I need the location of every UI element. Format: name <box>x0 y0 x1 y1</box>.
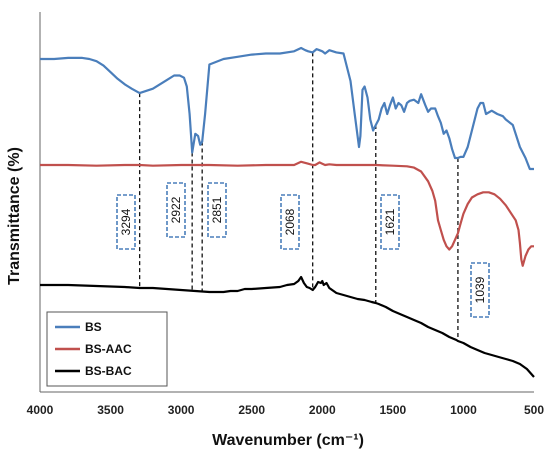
annotation-label: 2922 <box>169 196 183 223</box>
annotation-box <box>207 182 227 238</box>
x-tick-label: 1000 <box>450 403 477 417</box>
annotation-1039: 1039 <box>470 262 490 318</box>
legend-label-bs-aac: BS-AAC <box>85 342 132 356</box>
x-tick-label: 4000 <box>27 403 54 417</box>
annotation-label: 1621 <box>383 208 397 235</box>
annotation-labels: 3294 2922 2851 2068 1621 1039 <box>116 182 490 318</box>
annotation-label: 3294 <box>119 208 133 235</box>
legend: BS BS-AAC BS-BAC <box>46 311 168 387</box>
annotation-2851: 2851 <box>207 182 227 238</box>
annotation-1621: 1621 <box>380 194 400 250</box>
legend-label-bs: BS <box>85 320 102 334</box>
annotation-box <box>116 194 136 250</box>
annotation-box <box>166 182 186 238</box>
annotation-2922: 2922 <box>166 182 186 238</box>
y-axis-title: Transmittance (%) <box>6 147 23 285</box>
annotation-label: 2851 <box>210 196 224 223</box>
annotation-box <box>380 194 400 250</box>
x-tick-label: 3000 <box>168 403 195 417</box>
annotation-3294: 3294 <box>116 194 136 250</box>
annotation-guides <box>138 52 459 341</box>
annotation-box <box>280 194 300 250</box>
legend-label-bs-bac: BS-BAC <box>85 364 132 378</box>
annotation-2068: 2068 <box>280 194 300 250</box>
x-tick-label: 500 <box>524 403 544 417</box>
x-tick-labels: 4000 3500 3000 2500 2000 1500 1000 500 <box>27 403 545 417</box>
annotation-label: 2068 <box>283 208 297 235</box>
series-lines <box>40 46 535 378</box>
annotation-box <box>470 262 490 318</box>
x-tick-label: 2000 <box>309 403 336 417</box>
series-line-bs <box>40 46 534 171</box>
x-axis-title: Wavenumber (cm⁻¹) <box>212 432 364 449</box>
series-line-bs-aac <box>40 160 534 267</box>
annotation-label: 1039 <box>473 276 487 303</box>
series-line-bs-bac <box>40 275 535 378</box>
x-tick-label: 1500 <box>380 403 407 417</box>
x-tick-label: 2500 <box>238 403 265 417</box>
x-tick-label: 3500 <box>97 403 124 417</box>
